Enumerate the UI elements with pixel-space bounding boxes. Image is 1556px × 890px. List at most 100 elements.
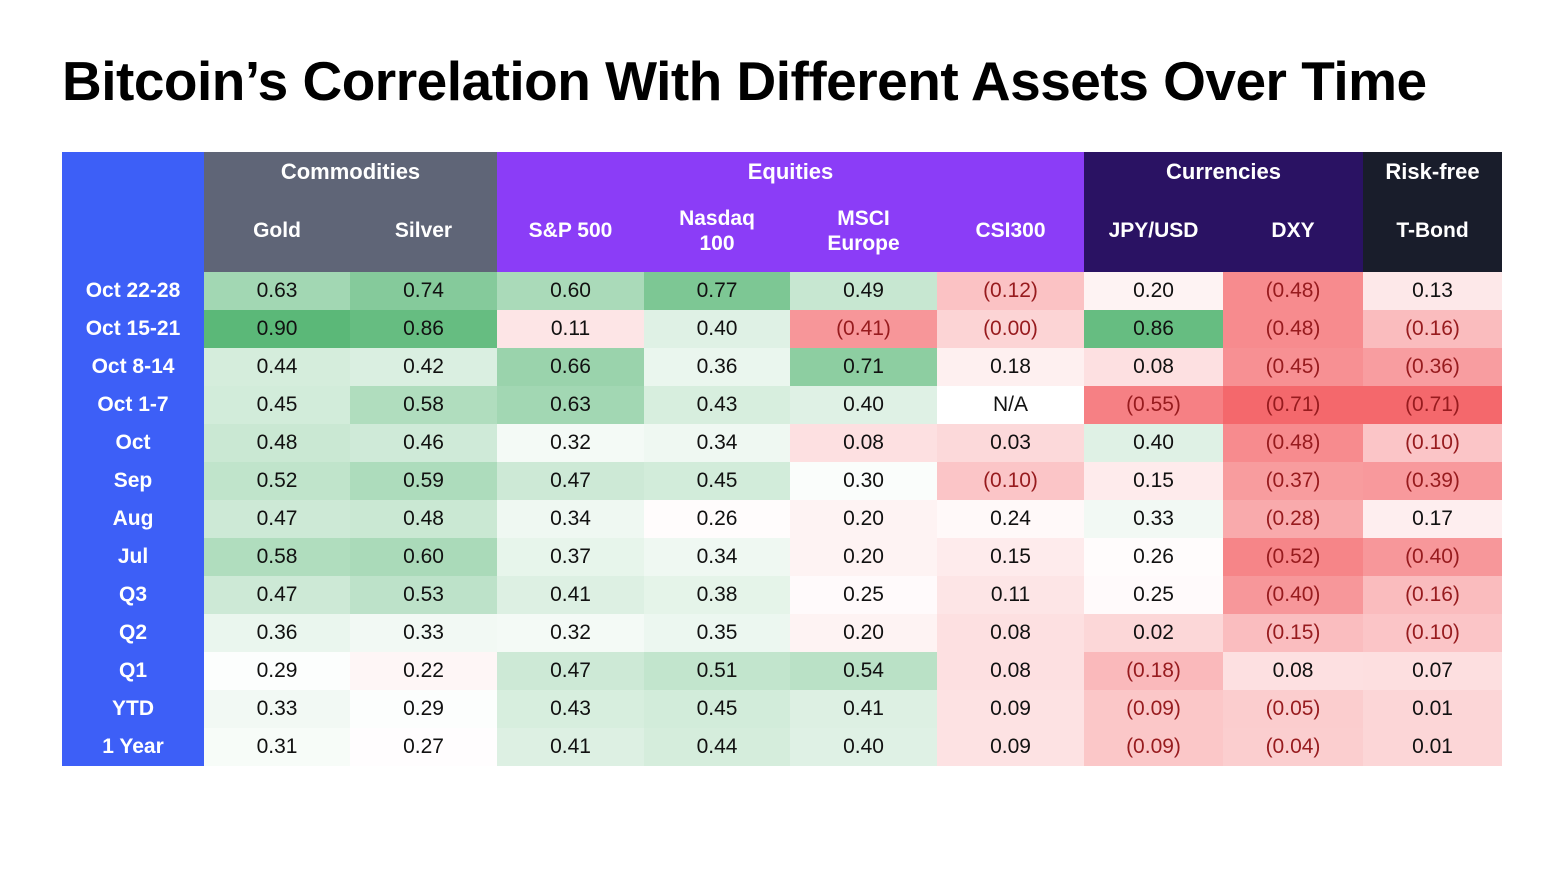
correlation-cell: 0.31 [204,727,350,766]
correlation-cell: 0.53 [350,575,497,614]
correlation-cell: (0.10) [1363,613,1502,652]
column-header-gold: Gold [204,191,350,272]
correlation-cell: 0.25 [1084,575,1223,614]
correlation-cell: 0.34 [644,537,790,576]
correlation-cell: 0.41 [497,727,644,766]
correlation-cell: 0.40 [790,385,937,424]
correlation-cell: 0.33 [1084,499,1223,538]
correlation-cell: 0.47 [204,575,350,614]
correlation-cell: N/A [937,385,1084,424]
correlation-cell: 0.60 [350,537,497,576]
correlation-cell: 0.41 [497,575,644,614]
row-label-aug: Aug [62,499,204,538]
correlation-cell: 0.60 [497,271,644,310]
correlation-cell: 0.43 [644,385,790,424]
correlation-cell: (0.15) [1223,613,1363,652]
correlation-cell: 0.32 [497,613,644,652]
row-label-1-year: 1 Year [62,727,204,766]
correlation-cell: 0.44 [204,347,350,386]
correlation-cell: (0.39) [1363,461,1502,500]
table-row: Sep 0.52 0.59 0.47 0.45 0.30 (0.10) 0.15 (0.37)(… [62,461,1502,500]
correlation-cell: (0.41) [790,309,937,348]
correlation-cell: 0.15 [1084,461,1223,500]
row-label-oct-15-21: Oct 15-21 [62,309,204,348]
correlation-cell: 0.40 [1084,423,1223,462]
correlation-cell: 0.20 [1084,271,1223,310]
correlation-cell: (0.55) [1084,385,1223,424]
table-row: Oct 0.48 0.46 0.32 0.34 0.08 0.03 0.40 (0.48) (0.… [62,423,1502,462]
table-row: Oct 1-7 0.45 0.58 0.63 0.43 0.40 N/A (0.55) (0.7… [62,385,1502,424]
correlation-cell: 0.45 [644,689,790,728]
correlation-cell: 0.13 [1363,271,1502,310]
correlation-cell: (0.16) [1363,309,1502,348]
correlation-cell: 0.27 [350,727,497,766]
column-header-s-p-500: S&P 500 [497,191,644,272]
correlation-cell: (0.40) [1223,575,1363,614]
correlation-cell: (0.05) [1223,689,1363,728]
correlation-cell: 0.15 [937,537,1084,576]
correlation-cell: 0.20 [790,537,937,576]
correlation-cell: 0.34 [497,499,644,538]
correlation-cell: 0.09 [937,727,1084,766]
correlation-cell: 0.08 [1223,651,1363,690]
table-row: YTD 0.33 0.29 0.43 0.45 0.41 0.09 (0.09) (0.05) 0… [62,689,1502,728]
group-header-currencies: Currencies [1084,151,1363,192]
correlation-cell: (0.52) [1223,537,1363,576]
group-header-row: Commodities Equities Currencies Risk-free [62,151,1502,272]
correlation-cell: (0.10) [1363,423,1502,462]
column-header-dxy: DXY [1223,191,1363,272]
correlation-cell: 0.86 [1084,309,1223,348]
correlation-cell: 0.86 [350,309,497,348]
correlation-cell: (0.04) [1223,727,1363,766]
correlation-cell: 0.29 [204,651,350,690]
correlation-cell: 0.63 [204,271,350,310]
correlation-cell: (0.18) [1084,651,1223,690]
correlation-cell: 0.25 [790,575,937,614]
correlation-cell: (0.09) [1084,689,1223,728]
column-header-jpy-usd: JPY/USD [1084,191,1223,272]
correlation-cell: 0.47 [497,461,644,500]
correlation-cell: 0.02 [1084,613,1223,652]
correlation-cell: 0.17 [1363,499,1502,538]
row-label-q1: Q1 [62,651,204,690]
correlation-cell: 0.74 [350,271,497,310]
correlation-cell: 0.08 [790,423,937,462]
column-header-msci-europe: MSCI Europe [790,191,937,272]
row-label-sep: Sep [62,461,204,500]
table-row: Aug 0.47 0.48 0.34 0.26 0.20 0.24 0.33 (0.28) 0.1… [62,499,1502,538]
correlation-cell: 0.07 [1363,651,1502,690]
correlation-cell: 0.34 [644,423,790,462]
row-label-oct-8-14: Oct 8-14 [62,347,204,386]
page: Bitcoin’s Correlation With Different Ass… [62,50,1502,766]
correlation-cell: 0.45 [644,461,790,500]
table-row: Oct 15-21 0.90 0.86 0.11 0.40 (0.41) (0.00) 0.8… [62,309,1502,348]
correlation-cell: (0.36) [1363,347,1502,386]
correlation-cell: 0.47 [497,651,644,690]
table-row: Oct 8-14 0.44 0.42 0.66 0.36 0.71 0.18 0.08 (0.4… [62,347,1502,386]
correlation-cell: 0.58 [350,385,497,424]
correlation-cell: 0.46 [350,423,497,462]
corner-cell [62,151,204,272]
correlation-cell: 0.58 [204,537,350,576]
correlation-cell: 0.77 [644,271,790,310]
correlation-cell: 0.48 [350,499,497,538]
correlation-cell: 0.09 [937,689,1084,728]
correlation-cell: (0.48) [1223,271,1363,310]
correlation-cell: 0.40 [790,727,937,766]
correlation-cell: 0.66 [497,347,644,386]
table-row: Q3 0.47 0.53 0.41 0.38 0.25 0.11 0.25 (0.40) (0.1… [62,575,1502,614]
correlation-cell: 0.71 [790,347,937,386]
correlation-cell: 0.47 [204,499,350,538]
correlation-cell: (0.48) [1223,423,1363,462]
correlation-cell: 0.08 [1084,347,1223,386]
correlation-cell: 0.35 [644,613,790,652]
column-header-silver: Silver [350,191,497,272]
correlation-cell: 0.44 [644,727,790,766]
correlation-cell: (0.71) [1363,385,1502,424]
correlation-cell: 0.59 [350,461,497,500]
page-title: Bitcoin’s Correlation With Different Ass… [62,50,1427,112]
correlation-cell: 0.18 [937,347,1084,386]
correlation-cell: 0.08 [937,613,1084,652]
correlation-cell: (0.28) [1223,499,1363,538]
row-label-oct-1-7: Oct 1-7 [62,385,204,424]
